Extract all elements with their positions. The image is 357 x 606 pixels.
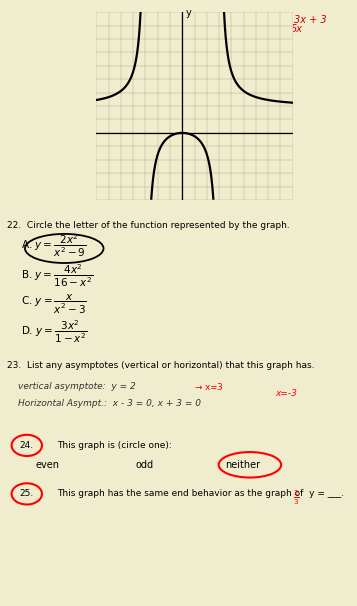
Text: 25.: 25. <box>20 490 34 498</box>
Text: $\frac{2}{3}$: $\frac{2}{3}$ <box>293 489 300 507</box>
Text: 3x + 3: 3x + 3 <box>294 15 327 25</box>
Text: neither: neither <box>225 460 260 470</box>
Text: 22.  Circle the letter of the function represented by the graph.: 22. Circle the letter of the function re… <box>7 221 290 230</box>
Text: This graph has the same end behavior as the graph of  y = ___.: This graph has the same end behavior as … <box>57 490 344 498</box>
Text: odd: odd <box>136 460 154 470</box>
Text: This graph is (circle one):: This graph is (circle one): <box>57 441 172 450</box>
Text: A. $y=\dfrac{2x^2}{x^2-9}$: A. $y=\dfrac{2x^2}{x^2-9}$ <box>21 232 87 259</box>
Text: C. $y=\dfrac{x}{x^2-3}$: C. $y=\dfrac{x}{x^2-3}$ <box>21 293 87 316</box>
Text: even: even <box>36 460 60 470</box>
Text: Horizontal Asympt.:  x - 3 = 0, x + 3 = 0: Horizontal Asympt.: x - 3 = 0, x + 3 = 0 <box>18 399 201 408</box>
Text: D. $y=\dfrac{3x^2}{1-x^2}$: D. $y=\dfrac{3x^2}{1-x^2}$ <box>21 318 88 345</box>
Text: vertical asymptote:  y = 2: vertical asymptote: y = 2 <box>18 382 136 391</box>
Text: 23.  List any asymptotes (vertical or horizontal) that this graph has.: 23. List any asymptotes (vertical or hor… <box>7 361 315 370</box>
Text: y: y <box>186 8 192 18</box>
Text: B. $y=\dfrac{4x^2}{16-x^2}$: B. $y=\dfrac{4x^2}{16-x^2}$ <box>21 262 94 289</box>
Text: 5x: 5x <box>290 24 302 35</box>
Text: x=-3: x=-3 <box>275 389 297 398</box>
Text: 24.: 24. <box>20 441 34 450</box>
Text: $\rightarrow$x=3: $\rightarrow$x=3 <box>193 381 224 391</box>
